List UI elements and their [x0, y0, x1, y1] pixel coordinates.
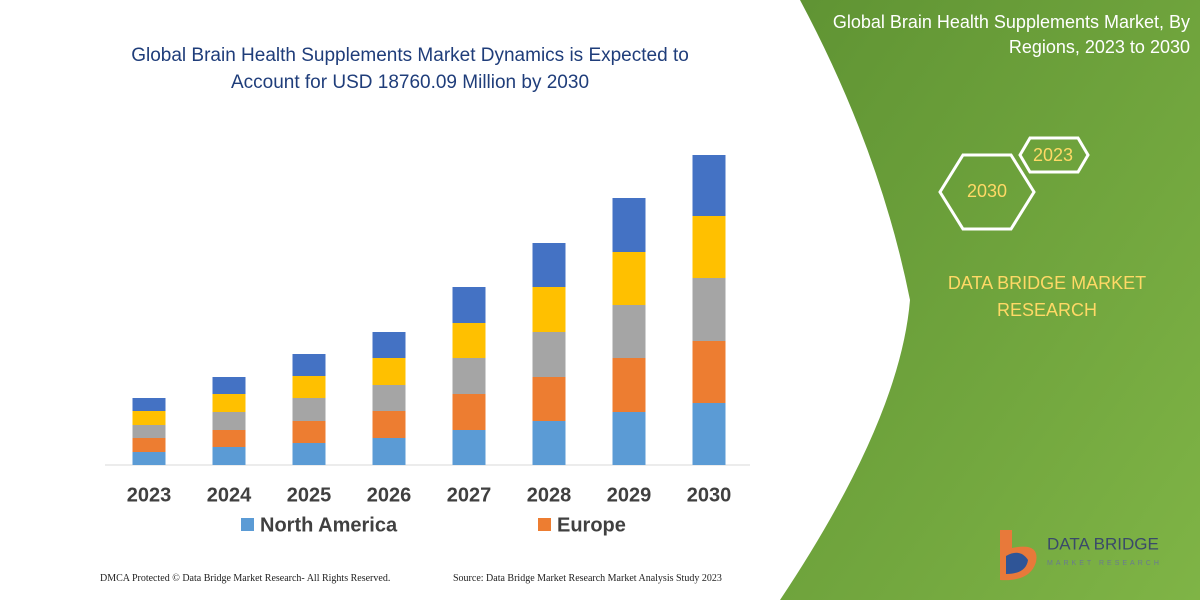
panel-title: Global Brain Health Supplements Market, …	[832, 12, 1190, 57]
bar-segment	[212, 394, 246, 412]
bar-segment	[612, 358, 646, 412]
bar-segment	[612, 252, 646, 305]
hex-label: 2023	[1033, 145, 1073, 165]
bar-segment	[132, 438, 166, 452]
logo-icon	[1006, 552, 1028, 574]
x-tick-label: 2025	[287, 484, 332, 506]
bar-segment	[692, 278, 726, 341]
logo-sub: MARKET RESEARCH	[1047, 560, 1162, 567]
bar-segment	[292, 421, 326, 443]
bar-segment	[452, 394, 486, 430]
hexagon	[1018, 136, 1090, 174]
bar-segment	[452, 323, 486, 358]
logo-name: DATA BRIDGE	[1047, 534, 1159, 553]
bar-segment	[292, 443, 326, 465]
chart-title: Global Brain Health Supplements Market D…	[131, 45, 689, 93]
bar-segment	[292, 376, 326, 398]
bar-segment	[132, 398, 166, 411]
bar-segment	[612, 305, 646, 358]
x-tick-label: 2028	[527, 484, 572, 506]
bar-segment	[372, 385, 406, 411]
footer-right: Source: Data Bridge Market Research Mark…	[453, 573, 722, 584]
x-tick-label: 2023	[127, 484, 172, 506]
bar-segment	[532, 377, 566, 421]
bar-segment	[692, 403, 726, 465]
bar-segment	[532, 287, 566, 332]
bar-segment	[372, 358, 406, 385]
green-panel	[780, 0, 1200, 600]
bar-segment	[372, 332, 406, 358]
hex-label: 2030	[967, 181, 1007, 201]
bar-segment	[292, 354, 326, 376]
bar-segment	[692, 155, 726, 216]
bar-segment	[132, 425, 166, 438]
x-tick-label: 2024	[207, 484, 252, 506]
x-tick-label: 2027	[447, 484, 492, 506]
bar-segment	[612, 412, 646, 465]
x-tick-label: 2030	[687, 484, 732, 506]
bar-segment	[532, 332, 566, 377]
bar-segment	[212, 412, 246, 430]
hexagon	[938, 153, 1036, 231]
x-tick-label: 2029	[607, 484, 652, 506]
brand-text: RESEARCH	[997, 300, 1097, 320]
bar-segment	[292, 398, 326, 421]
bar-segment	[692, 341, 726, 403]
bar-segment	[132, 452, 166, 465]
bar-segment	[452, 358, 486, 394]
legend-swatch	[241, 518, 254, 531]
bar-segment	[132, 411, 166, 425]
bar-segment	[692, 216, 726, 278]
bar-segment	[372, 438, 406, 465]
bar-segment	[612, 198, 646, 252]
footer-left: DMCA Protected © Data Bridge Market Rese…	[100, 573, 391, 584]
legend-label: North America	[260, 514, 398, 536]
brand-text: DATA BRIDGE MARKET	[948, 273, 1146, 293]
bar-segment	[452, 287, 486, 323]
legend-label: Europe	[557, 514, 626, 536]
bar-segment	[532, 421, 566, 465]
legend-swatch	[538, 518, 551, 531]
bar-segment	[212, 377, 246, 394]
bar-segment	[212, 447, 246, 465]
bar-segment	[452, 430, 486, 465]
bar-segment	[532, 243, 566, 287]
bar-segment	[212, 430, 246, 447]
x-tick-label: 2026	[367, 484, 412, 506]
bar-segment	[372, 411, 406, 438]
